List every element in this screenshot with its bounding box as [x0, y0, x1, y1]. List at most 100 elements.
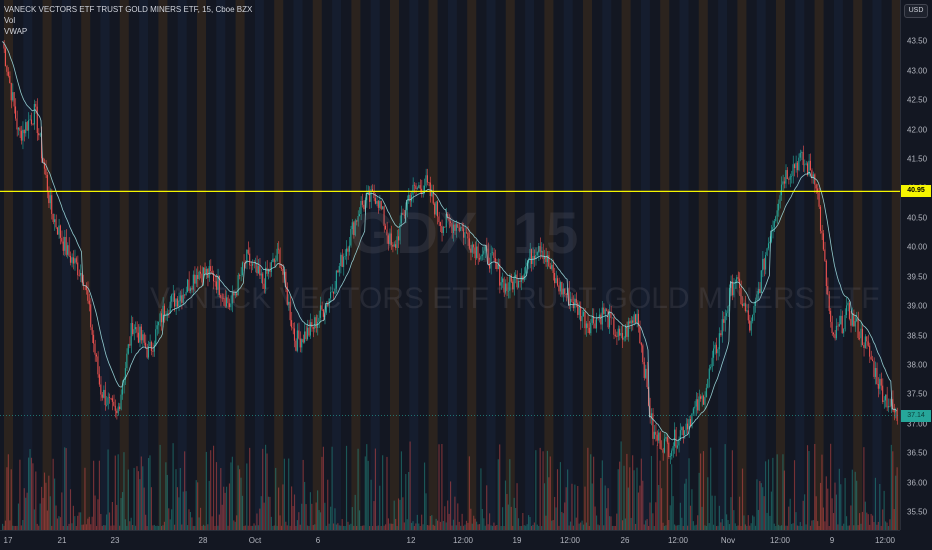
session-band	[756, 0, 766, 530]
candle	[520, 276, 522, 282]
candle	[386, 229, 388, 236]
volume-bar	[564, 502, 566, 530]
volume-bar	[72, 505, 74, 530]
candle	[59, 225, 61, 238]
candle	[478, 258, 480, 260]
candle	[610, 311, 612, 318]
volume-bar	[662, 522, 664, 530]
volume-bar	[374, 448, 376, 530]
candle	[95, 354, 97, 357]
candle	[814, 174, 816, 185]
candle	[483, 250, 485, 255]
candle	[772, 227, 774, 232]
candle	[363, 204, 365, 210]
candle	[831, 321, 833, 333]
volume-bar	[705, 525, 707, 530]
candle	[650, 413, 652, 417]
time-tick-label: 26	[620, 536, 630, 545]
time-axis[interactable]: 17 21 23 28 Oct 6 12 12:00 19 12:00 26 12:00 Nov 12:0…	[0, 530, 900, 550]
candle	[655, 431, 657, 435]
volume-bar	[520, 525, 522, 530]
session-band	[814, 0, 824, 530]
volume-bar	[354, 494, 356, 530]
volume-bar	[292, 505, 294, 530]
candle	[733, 283, 735, 296]
volume-bar	[28, 457, 30, 530]
candle	[325, 303, 327, 313]
volume-bar	[866, 512, 868, 530]
volume-bar	[51, 525, 53, 530]
volume-bar	[119, 525, 121, 530]
volume-bar	[489, 513, 491, 530]
session-band	[833, 0, 843, 530]
session-band	[370, 0, 380, 530]
candle	[317, 321, 319, 329]
price-tick-label: 36.00	[907, 478, 928, 488]
volume-bar	[780, 525, 783, 530]
volume-bar	[467, 522, 469, 530]
volume-bar	[452, 519, 455, 530]
volume-bar	[191, 517, 193, 530]
volume-bar	[597, 524, 599, 530]
volume-bar	[457, 503, 459, 530]
volume-bar	[244, 525, 246, 530]
candle	[726, 313, 728, 317]
price-pane[interactable]: GDX, 15 VANECK VECTORS ETF TRUST GOLD MI…	[0, 0, 900, 530]
price-chart-svg[interactable]	[0, 0, 900, 530]
time-tick-label: 17	[3, 536, 13, 545]
price-tick-label: 40.50	[907, 213, 928, 223]
candle	[155, 329, 157, 345]
candle	[347, 248, 349, 252]
candle	[588, 327, 590, 334]
candle	[474, 247, 476, 259]
candle	[580, 306, 582, 322]
candle	[551, 264, 553, 269]
candle	[601, 307, 603, 325]
volume-bar	[16, 525, 18, 530]
candle	[343, 256, 345, 267]
volume-bar	[851, 469, 853, 530]
volume-bar	[108, 512, 111, 530]
volume-bar	[584, 486, 586, 530]
volume-bar	[181, 524, 183, 530]
volume-indicator-label[interactable]: Vol	[4, 16, 16, 25]
volume-bar	[700, 453, 702, 530]
candle	[178, 300, 180, 307]
volume-bar	[639, 485, 641, 530]
candle	[345, 248, 347, 257]
candle	[519, 280, 521, 282]
volume-bar	[198, 517, 200, 530]
volume-bar	[2, 523, 4, 530]
volume-bar	[545, 515, 547, 530]
volume-bar	[616, 513, 618, 530]
candle	[361, 200, 363, 205]
volume-bar	[692, 521, 694, 530]
volume-bar	[763, 496, 765, 530]
volume-bar	[42, 497, 44, 530]
volume-bar	[68, 523, 70, 530]
candle	[698, 396, 700, 411]
volume-bar	[78, 512, 80, 530]
session-band	[81, 0, 91, 530]
volume-bar	[815, 496, 817, 530]
volume-bar	[601, 460, 603, 530]
candle	[626, 326, 628, 337]
candle	[273, 258, 275, 262]
candle	[38, 133, 40, 136]
volume-bar	[895, 475, 897, 530]
volume-bar	[880, 525, 882, 530]
vwap-indicator-label[interactable]: VWAP	[4, 27, 28, 36]
price-axis[interactable]: 44.0043.5043.0042.5042.0041.5041.0040.50…	[900, 0, 932, 530]
candle	[538, 245, 540, 253]
volume-bar	[870, 513, 872, 530]
volume-bar	[61, 492, 63, 530]
symbol-title[interactable]: VANECK VECTORS ETF TRUST GOLD MINERS ETF…	[4, 5, 253, 14]
price-tick-label: 41.50	[907, 154, 928, 164]
volume-bar	[577, 486, 579, 530]
candle	[691, 413, 693, 427]
candle	[275, 260, 277, 262]
volume-bar	[808, 451, 810, 530]
candle	[308, 327, 310, 336]
currency-badge[interactable]: USD	[904, 4, 928, 18]
